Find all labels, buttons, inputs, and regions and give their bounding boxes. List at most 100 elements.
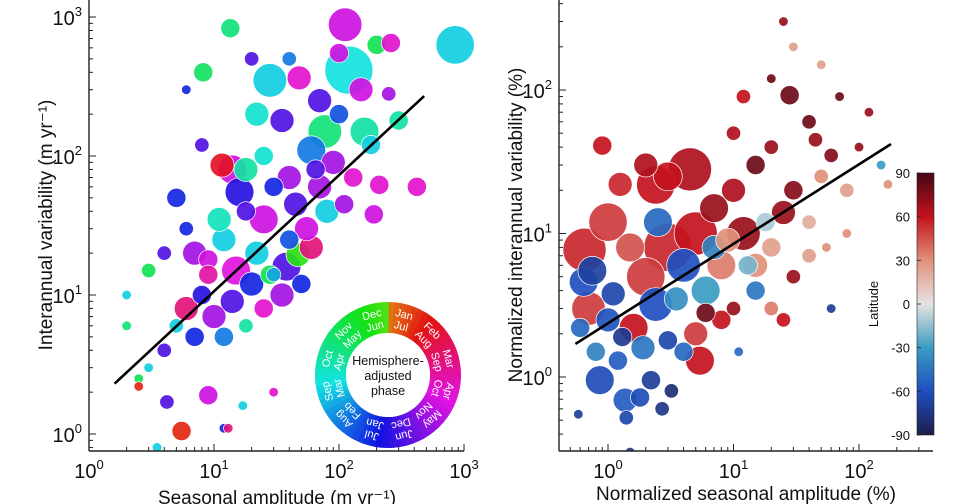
data-point [269, 108, 295, 133]
phase-wheel-segment [324, 395, 354, 417]
tick-base: 10 [523, 368, 545, 390]
data-point [766, 73, 777, 84]
tick-base: 10 [53, 147, 75, 169]
phase-wheel-segment [315, 367, 347, 375]
phase-wheel-segment [422, 396, 452, 418]
data-point [156, 245, 172, 261]
data-point [184, 326, 205, 347]
data-point [779, 85, 800, 106]
data-point [209, 152, 235, 178]
colorbar-tick-label: -90 [891, 428, 910, 443]
phase-wheel-segment [351, 308, 371, 339]
data-point [826, 303, 837, 314]
latitude-colorbar: Latitude 90 60 30 0 -30 -60 -90 [866, 166, 935, 443]
data-point [735, 89, 751, 105]
phase-wheel-inner-month: Sep [428, 351, 445, 373]
data-point [198, 385, 219, 406]
tick-exponent: 3 [472, 457, 479, 472]
data-point [588, 202, 628, 242]
data-point [266, 267, 282, 283]
left-y-axis-label: Interannual variability (m yr⁻¹) [36, 100, 57, 351]
data-point [695, 302, 716, 323]
phase-wheel-segment [315, 361, 347, 372]
data-point [654, 401, 670, 417]
tick-base: 10 [199, 461, 221, 483]
data-point [725, 300, 742, 317]
data-point [788, 41, 799, 52]
phase-wheel-segment [356, 412, 374, 444]
data-point [585, 341, 606, 362]
phase-wheel-segment [315, 374, 347, 382]
phase-wheel-title: adjusted [364, 369, 411, 383]
phase-wheel-segment [324, 332, 354, 354]
data-point [615, 232, 645, 263]
tick-exponent: 0 [75, 421, 82, 436]
phase-wheel-outer-month: Mar [440, 348, 457, 370]
tick-base: 10 [719, 461, 741, 483]
phase-wheel-segment [387, 416, 395, 448]
data-point [630, 335, 656, 361]
data-point [406, 176, 427, 197]
phase-wheel-segment [340, 406, 364, 435]
data-point [233, 157, 259, 182]
data-point [641, 370, 661, 391]
phase-wheel-segment [317, 349, 349, 365]
phase-wheel-segment [381, 302, 389, 334]
phase-wheel-segment [335, 404, 362, 431]
data-point [763, 300, 779, 317]
data-point [334, 194, 355, 215]
data-point [737, 255, 758, 276]
right-points [562, 16, 894, 451]
tick-exponent: 3 [75, 4, 82, 19]
data-point [269, 282, 295, 308]
data-point [841, 228, 852, 239]
x-tick-label: 101 [199, 457, 228, 483]
phase-wheel-segment [429, 375, 461, 383]
x-tick-label: 102 [324, 457, 353, 483]
data-point [237, 400, 248, 411]
data-point [239, 271, 264, 297]
phase-wheel-outer-month: Dec [361, 307, 383, 324]
tick-exponent: 0 [616, 457, 623, 472]
y-tick-label: 102 [53, 143, 82, 169]
tick-exponent: 2 [545, 77, 552, 92]
data-point [592, 135, 613, 156]
data-point [683, 321, 709, 347]
phase-wheel-segment [350, 411, 371, 442]
data-point [181, 84, 192, 95]
phase-wheel-segment [331, 401, 359, 427]
phase-wheel-segment [391, 302, 402, 334]
data-point [305, 159, 326, 180]
data-point [121, 289, 132, 301]
phase-wheel-outer-month: Jun [394, 427, 414, 443]
phase-wheel-segment [408, 409, 430, 439]
tick-base: 10 [523, 225, 545, 247]
data-point [244, 101, 270, 127]
phase-wheel-segment [398, 414, 413, 446]
data-point [166, 187, 187, 208]
data-point [253, 298, 274, 319]
phase-wheel-segment [345, 409, 367, 439]
phase-wheel-segment [409, 311, 431, 341]
phase-wheel-segment [332, 322, 359, 349]
phase-wheel-outer-month: Jul [364, 427, 381, 442]
phase-wheel-segment [341, 314, 365, 343]
phase-wheel-segment [412, 315, 436, 344]
right-x-axis-label: Normalized seasonal amplitude (%) [596, 484, 896, 504]
tick-exponent: 2 [75, 143, 82, 158]
phase-wheel-outer-month: Sep [320, 380, 337, 402]
x-tick-label: 100 [74, 457, 103, 483]
phase-wheel-inner-month: Apr [332, 352, 348, 372]
data-point [363, 204, 384, 225]
data-point [863, 107, 875, 118]
phase-wheel-segment [328, 327, 357, 351]
phase-wheel-segment [368, 415, 381, 447]
right-fit-line [574, 142, 892, 346]
data-point [763, 139, 779, 155]
phase-wheel-segment [419, 399, 448, 423]
phase-wheel-segment [317, 385, 349, 400]
phase-wheel-inner-month: Mar [331, 377, 348, 399]
